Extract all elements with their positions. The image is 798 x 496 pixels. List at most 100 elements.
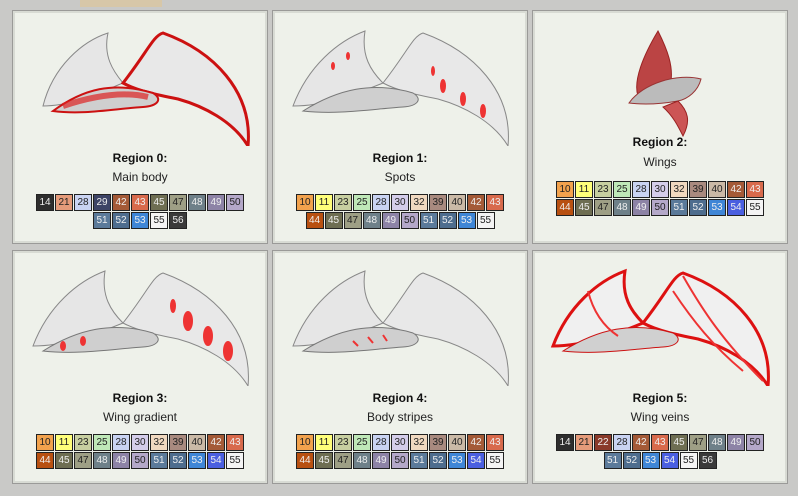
color-chip[interactable]: 54: [207, 452, 225, 469]
color-chip[interactable]: 32: [410, 434, 428, 451]
color-chip[interactable]: 43: [746, 181, 764, 198]
color-chip[interactable]: 52: [429, 452, 447, 469]
color-chip[interactable]: 14: [36, 194, 54, 211]
color-chip[interactable]: 50: [131, 452, 149, 469]
color-chip[interactable]: 50: [746, 434, 764, 451]
color-chip[interactable]: 47: [74, 452, 92, 469]
color-chip[interactable]: 48: [188, 194, 206, 211]
color-chip[interactable]: 42: [467, 194, 485, 211]
color-chip[interactable]: 55: [226, 452, 244, 469]
color-chip[interactable]: 45: [315, 452, 333, 469]
color-chip[interactable]: 39: [429, 194, 447, 211]
color-chip[interactable]: 28: [372, 434, 390, 451]
color-chip[interactable]: 21: [575, 434, 593, 451]
color-chip[interactable]: 52: [169, 452, 187, 469]
color-chip[interactable]: 14: [556, 434, 574, 451]
color-chip[interactable]: 45: [324, 212, 343, 229]
color-chip[interactable]: 49: [727, 434, 745, 451]
color-chip[interactable]: 11: [315, 194, 333, 211]
color-chip[interactable]: 25: [613, 181, 631, 198]
region-panel-5[interactable]: Region 5: Wing veins 14 21 22 28 42 43 45 47 48 4…: [532, 250, 788, 484]
color-chip[interactable]: 56: [698, 452, 717, 469]
color-chip[interactable]: 42: [467, 434, 485, 451]
color-chip[interactable]: 28: [74, 194, 92, 211]
color-chip[interactable]: 53: [708, 199, 726, 216]
color-chip[interactable]: 48: [353, 452, 371, 469]
color-chip[interactable]: 52: [689, 199, 707, 216]
region-panel-3[interactable]: Region 3: Wing gradient 10 11 23 25 28 30 32 39…: [12, 250, 268, 484]
color-chip[interactable]: 22: [594, 434, 612, 451]
color-chip[interactable]: 49: [372, 452, 390, 469]
color-chip[interactable]: 30: [391, 194, 409, 211]
region-panel-2[interactable]: Region 2: Wings 10 11 23 25 28 30 32 39 40 42 43 44…: [532, 10, 788, 244]
color-chip[interactable]: 53: [457, 212, 476, 229]
color-chip[interactable]: 51: [410, 452, 428, 469]
color-chip[interactable]: 29: [93, 194, 111, 211]
color-chip[interactable]: 53: [131, 212, 149, 229]
color-chip[interactable]: 23: [594, 181, 612, 198]
region-panel-1[interactable]: Region 1: Spots 10 11 23 25 28 30 32 39 40 42 43 44…: [272, 10, 528, 244]
color-chip[interactable]: 47: [169, 194, 187, 211]
color-chip[interactable]: 23: [334, 434, 352, 451]
color-chip[interactable]: 11: [55, 434, 73, 451]
color-chip[interactable]: 48: [613, 199, 631, 216]
color-chip[interactable]: 54: [467, 452, 485, 469]
color-chip[interactable]: 39: [429, 434, 447, 451]
region-panel-0[interactable]: Region 0: Main body 14 21 28 29 42 43 45 47 48 49…: [12, 10, 268, 244]
color-chip[interactable]: 53: [641, 452, 660, 469]
color-chip[interactable]: 23: [334, 194, 352, 211]
color-chip[interactable]: 51: [670, 199, 688, 216]
color-chip[interactable]: 52: [622, 452, 641, 469]
color-chip[interactable]: 30: [131, 434, 149, 451]
color-chip[interactable]: 51: [603, 452, 622, 469]
color-chip[interactable]: 42: [112, 194, 130, 211]
color-chip[interactable]: 30: [391, 434, 409, 451]
color-chip[interactable]: 30: [651, 181, 669, 198]
color-chip[interactable]: 56: [169, 212, 187, 229]
color-chip[interactable]: 23: [74, 434, 92, 451]
color-chip[interactable]: 40: [448, 434, 466, 451]
color-chip[interactable]: 28: [372, 194, 390, 211]
color-chip[interactable]: 40: [448, 194, 466, 211]
color-chip[interactable]: 28: [632, 181, 650, 198]
color-chip[interactable]: 25: [353, 434, 371, 451]
color-chip[interactable]: 28: [613, 434, 631, 451]
color-chip[interactable]: 47: [689, 434, 707, 451]
color-chip[interactable]: 51: [419, 212, 438, 229]
color-chip[interactable]: 25: [353, 194, 371, 211]
color-chip[interactable]: 55: [746, 199, 764, 216]
color-chip[interactable]: 45: [150, 194, 168, 211]
color-chip[interactable]: 42: [207, 434, 225, 451]
color-chip[interactable]: 10: [36, 434, 54, 451]
color-chip[interactable]: 45: [575, 199, 593, 216]
color-chip[interactable]: 51: [93, 212, 111, 229]
color-chip[interactable]: 43: [226, 434, 244, 451]
color-chip[interactable]: 53: [188, 452, 206, 469]
color-chip[interactable]: 51: [150, 452, 168, 469]
color-chip[interactable]: 49: [381, 212, 400, 229]
color-chip[interactable]: 43: [486, 194, 504, 211]
color-chip[interactable]: 50: [400, 212, 419, 229]
color-chip[interactable]: 32: [150, 434, 168, 451]
color-chip[interactable]: 43: [131, 194, 149, 211]
color-chip[interactable]: 45: [55, 452, 73, 469]
color-chip[interactable]: 45: [670, 434, 688, 451]
color-chip[interactable]: 43: [651, 434, 669, 451]
color-chip[interactable]: 11: [575, 181, 593, 198]
color-chip[interactable]: 50: [391, 452, 409, 469]
color-chip[interactable]: 49: [632, 199, 650, 216]
color-chip[interactable]: 39: [169, 434, 187, 451]
color-chip[interactable]: 25: [93, 434, 111, 451]
color-chip[interactable]: 44: [36, 452, 54, 469]
color-chip[interactable]: 42: [632, 434, 650, 451]
color-chip[interactable]: 28: [112, 434, 130, 451]
color-chip[interactable]: 48: [362, 212, 381, 229]
color-chip[interactable]: 50: [226, 194, 244, 211]
color-chip[interactable]: 40: [188, 434, 206, 451]
color-chip[interactable]: 43: [486, 434, 504, 451]
color-chip[interactable]: 21: [55, 194, 73, 211]
color-chip[interactable]: 47: [334, 452, 352, 469]
color-chip[interactable]: 49: [112, 452, 130, 469]
color-chip[interactable]: 42: [727, 181, 745, 198]
color-chip[interactable]: 32: [670, 181, 688, 198]
